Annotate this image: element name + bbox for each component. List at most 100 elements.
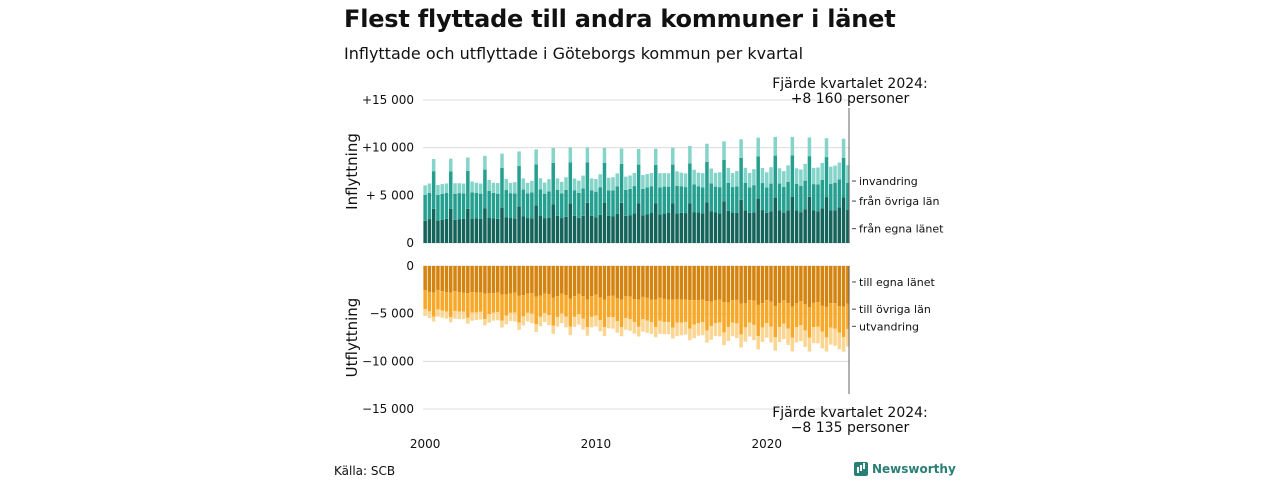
- in-bar-q16-0: [491, 218, 496, 243]
- in-bar-q52-1: [645, 187, 649, 215]
- out-bar-q28-1: [542, 293, 547, 313]
- out-bar-q20-1: [508, 293, 513, 313]
- in-bar-q73-2: [735, 170, 739, 187]
- out-bar-q82-1: [773, 305, 778, 338]
- in-bar-q71-1: [726, 182, 731, 211]
- brand-logo[interactable]: Newsworthy: [854, 462, 956, 476]
- in-bar-q85-0: [786, 210, 790, 243]
- out-bar-q12-1: [474, 292, 479, 313]
- out-bar-q1-0: [427, 266, 432, 292]
- in-bar-q47-0: [624, 215, 628, 243]
- in-bar-q25-0: [530, 218, 534, 243]
- in-bar-q86-1: [790, 155, 795, 197]
- in-bar-q24-1: [525, 193, 530, 219]
- in-bar-q35-1: [572, 190, 577, 216]
- out-bar-q45-1: [615, 298, 620, 322]
- in-bar-q42-0: [602, 202, 607, 243]
- in-bar-q16-1: [491, 192, 496, 219]
- legend-label: från övriga län: [859, 195, 939, 208]
- in-bar-q1-2: [427, 183, 432, 193]
- in-bar-q58-2: [671, 147, 675, 165]
- out-bar-q13-2: [478, 311, 483, 320]
- in-bar-q8-2: [457, 183, 462, 194]
- in-bar-q40-0: [594, 217, 598, 243]
- out-bar-q23-2: [521, 316, 526, 326]
- in-bar-q35-2: [572, 178, 577, 191]
- in-bar-q89-1: [803, 180, 807, 210]
- in-bar-q0-1: [423, 195, 427, 221]
- in-bar-q14-2: [483, 155, 487, 170]
- in-bar-q13-2: [478, 183, 483, 194]
- out-bar-q3-0: [436, 266, 440, 291]
- in-bar-q75-2: [743, 167, 748, 183]
- out-bar-q91-1: [811, 302, 816, 328]
- out-bar-q57-1: [666, 299, 671, 323]
- out-bar-q54-2: [653, 326, 658, 338]
- out-bar-q37-0: [581, 266, 585, 297]
- legend-label: invandring: [859, 175, 918, 188]
- in-bar-q67-2: [709, 168, 713, 184]
- in-bar-q79-2: [760, 168, 765, 184]
- in-bar-q73-1: [735, 186, 739, 213]
- in-bar-q38-0: [585, 202, 590, 243]
- out-bar-q78-0: [756, 266, 760, 305]
- out-bar-q76-0: [747, 266, 752, 301]
- in-bar-q80-1: [764, 187, 769, 213]
- out-bar-q63-1: [692, 300, 696, 325]
- in-bar-q23-2: [521, 178, 526, 190]
- out-bar-q87-0: [794, 266, 799, 303]
- in-bar-q38-2: [585, 147, 590, 163]
- in-bar-q50-0: [636, 203, 641, 243]
- y-tick-label: −5 000: [370, 307, 414, 321]
- out-bar-q57-0: [666, 266, 671, 300]
- out-bar-q2-2: [431, 316, 436, 322]
- out-bar-q7-0: [453, 266, 457, 292]
- in-bar-q61-1: [683, 187, 688, 214]
- out-bar-q42-0: [602, 266, 607, 300]
- out-bar-q54-1: [653, 299, 658, 327]
- out-bar-q97-2: [837, 332, 842, 350]
- out-bar-q9-2: [461, 311, 466, 320]
- annotation-line2: +8 160 personer: [791, 91, 910, 107]
- out-bar-q24-1: [525, 293, 530, 313]
- in-bar-q30-0: [551, 204, 555, 243]
- in-bar-q20-1: [508, 193, 513, 219]
- out-bar-q22-0: [517, 266, 521, 296]
- in-bar-q8-0: [457, 219, 462, 243]
- in-bar-q74-2: [739, 139, 743, 158]
- out-bar-q22-2: [517, 322, 521, 330]
- out-bar-q5-2: [444, 311, 449, 319]
- in-bar-q96-2: [833, 165, 837, 183]
- out-bar-q30-1: [551, 297, 555, 326]
- out-bar-q64-1: [696, 300, 701, 324]
- legend-label: utvandring: [859, 320, 919, 333]
- in-bar-q57-1: [666, 186, 671, 213]
- out-bar-q92-1: [816, 302, 820, 327]
- in-bar-q46-0: [619, 202, 624, 243]
- in-bar-q31-2: [555, 178, 560, 190]
- out-bar-q92-2: [816, 326, 820, 344]
- out-bar-q32-0: [560, 266, 564, 294]
- in-bar-q91-1: [811, 184, 816, 211]
- out-bar-q35-2: [572, 316, 577, 327]
- out-bar-q40-2: [594, 315, 598, 327]
- in-bar-q41-2: [598, 174, 602, 188]
- in-bar-q54-0: [653, 203, 658, 243]
- out-bar-q41-1: [598, 297, 602, 321]
- out-bar-q61-1: [683, 299, 688, 322]
- in-bar-q67-0: [709, 211, 713, 243]
- out-bar-q34-1: [568, 298, 573, 327]
- in-bar-q9-2: [461, 183, 466, 194]
- in-bar-q89-0: [803, 209, 807, 243]
- in-bar-q93-1: [820, 179, 824, 209]
- in-bar-q83-0: [777, 210, 782, 243]
- in-bar-q16-2: [491, 182, 496, 193]
- in-bar-q85-2: [786, 165, 790, 183]
- out-bar-q34-0: [568, 266, 573, 299]
- out-bar-q72-2: [730, 322, 735, 337]
- in-bar-q87-2: [794, 168, 799, 185]
- out-bar-q88-0: [799, 266, 803, 302]
- out-bar-q18-0: [500, 266, 504, 295]
- out-bar-q39-1: [589, 296, 594, 317]
